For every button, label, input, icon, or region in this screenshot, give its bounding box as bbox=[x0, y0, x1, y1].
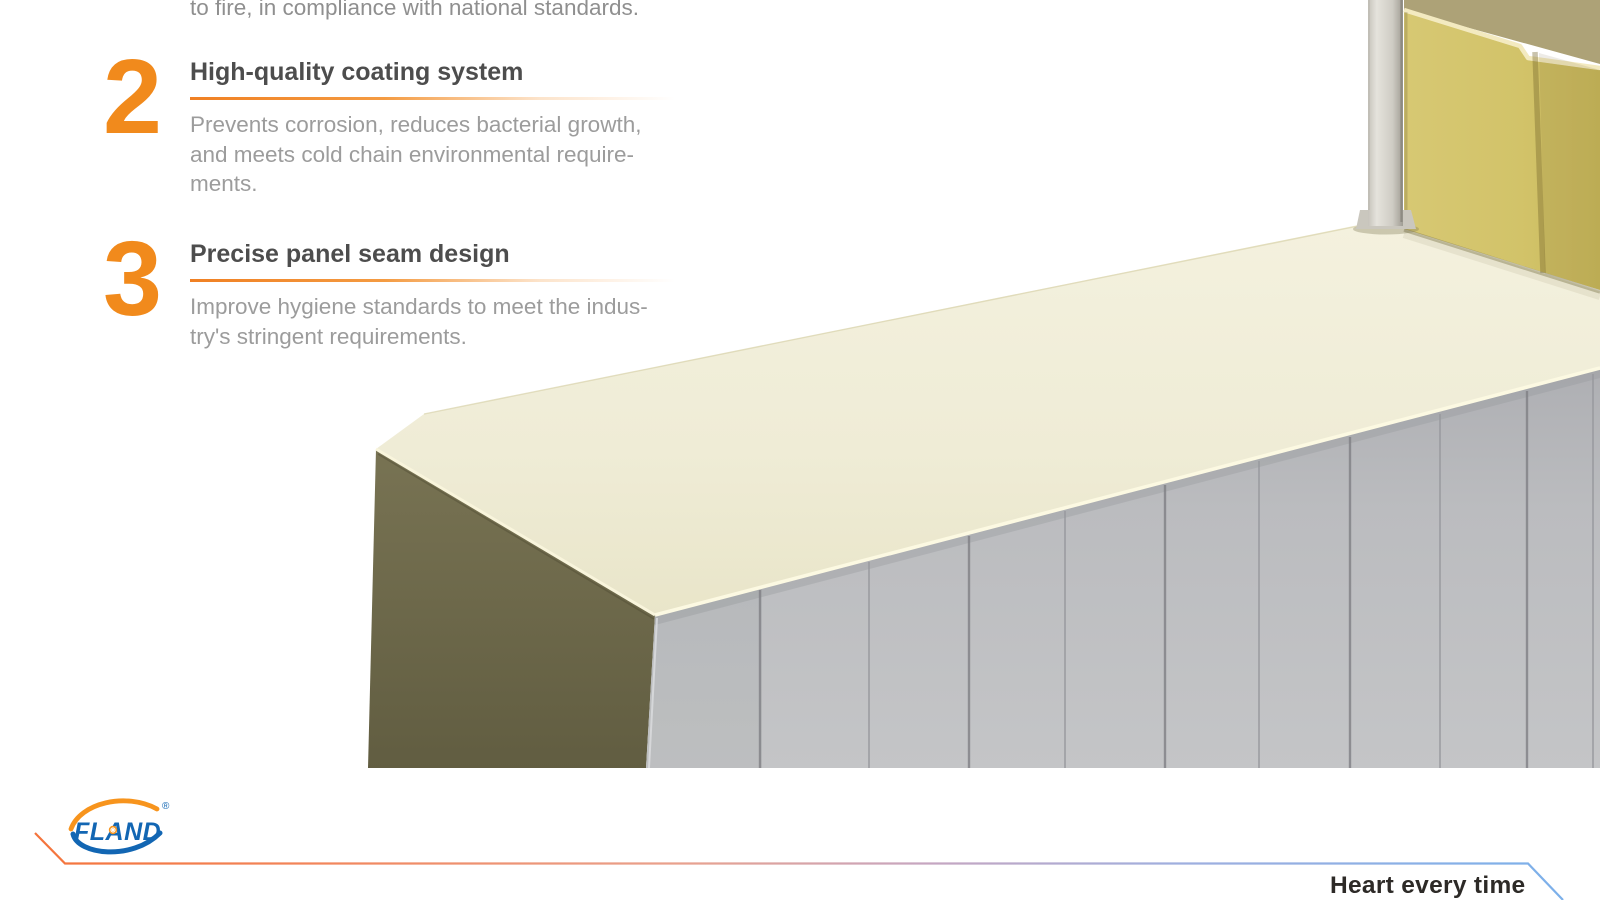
logo-registered-mark: ® bbox=[162, 801, 170, 812]
post-body bbox=[1368, 0, 1403, 226]
logo-snowflake-icon bbox=[108, 825, 118, 835]
feature-description-line: Prevents corrosion, reduces bacterial gr… bbox=[190, 112, 642, 137]
logo-wordmark: FLAND bbox=[74, 818, 161, 846]
intro-tail-text: to fire, in compliance with national sta… bbox=[190, 0, 639, 20]
top-left-edge-highlight bbox=[375, 447, 656, 617]
wall-right-shading bbox=[1539, 53, 1600, 290]
feature-description: Prevents corrosion, reduces bacterial gr… bbox=[190, 110, 641, 199]
front-face-top-shading bbox=[655, 368, 1600, 625]
feature-number: 3 bbox=[103, 220, 162, 338]
corner-edge-highlight bbox=[648, 617, 658, 769]
slab-top-face bbox=[376, 223, 1600, 615]
feature-description: Improve hygiene standards to meet the in… bbox=[190, 292, 648, 351]
feature-underline bbox=[190, 279, 675, 282]
footer-tagline: Heart every time bbox=[1330, 872, 1526, 899]
feature-description-line: Improve hygiene standards to meet the in… bbox=[190, 294, 648, 319]
feature-number: 2 bbox=[103, 38, 162, 156]
slab-back-edge bbox=[423, 223, 1369, 415]
feature-description-line: try's stringent requirements. bbox=[190, 323, 467, 349]
panel-slab bbox=[368, 223, 1600, 769]
wall-panel bbox=[1402, 0, 1600, 300]
slab-end-face bbox=[368, 449, 655, 768]
wall-base-soft-shadow bbox=[1402, 230, 1600, 300]
top-front-edge-highlight bbox=[654, 366, 1600, 617]
wall-corner-seam bbox=[1532, 51, 1546, 274]
logo-orange-arc bbox=[68, 798, 160, 832]
feature-underline bbox=[190, 97, 675, 100]
logo-blue-arc bbox=[70, 830, 163, 855]
wall-upper-tan-face bbox=[1404, 0, 1600, 64]
feature-title: Precise panel seam design bbox=[190, 240, 510, 268]
front-face-corner-shading bbox=[646, 587, 762, 768]
wall-yellow-face bbox=[1404, 12, 1600, 290]
feature-title: High-quality coating system bbox=[190, 58, 524, 86]
footer-divider-line bbox=[34, 832, 1564, 900]
feature-description-line: ments. bbox=[190, 171, 258, 196]
slab-front-face bbox=[646, 368, 1600, 768]
wall-base-shadow bbox=[1403, 228, 1600, 294]
wall-trim-highlight bbox=[1403, 7, 1600, 71]
brand-logo: FLAND ® bbox=[68, 798, 170, 855]
feature-item-2: 2 High-quality coating system Prevents c… bbox=[103, 44, 803, 214]
end-face-edge-shadow bbox=[377, 453, 655, 620]
feature-description-line: and meets cold chain environmental requi… bbox=[190, 141, 634, 167]
feature-item-3: 3 Precise panel seam design Improve hygi… bbox=[103, 226, 803, 376]
corner-post bbox=[1353, 0, 1419, 235]
panel-seam-lines bbox=[758, 374, 1594, 768]
